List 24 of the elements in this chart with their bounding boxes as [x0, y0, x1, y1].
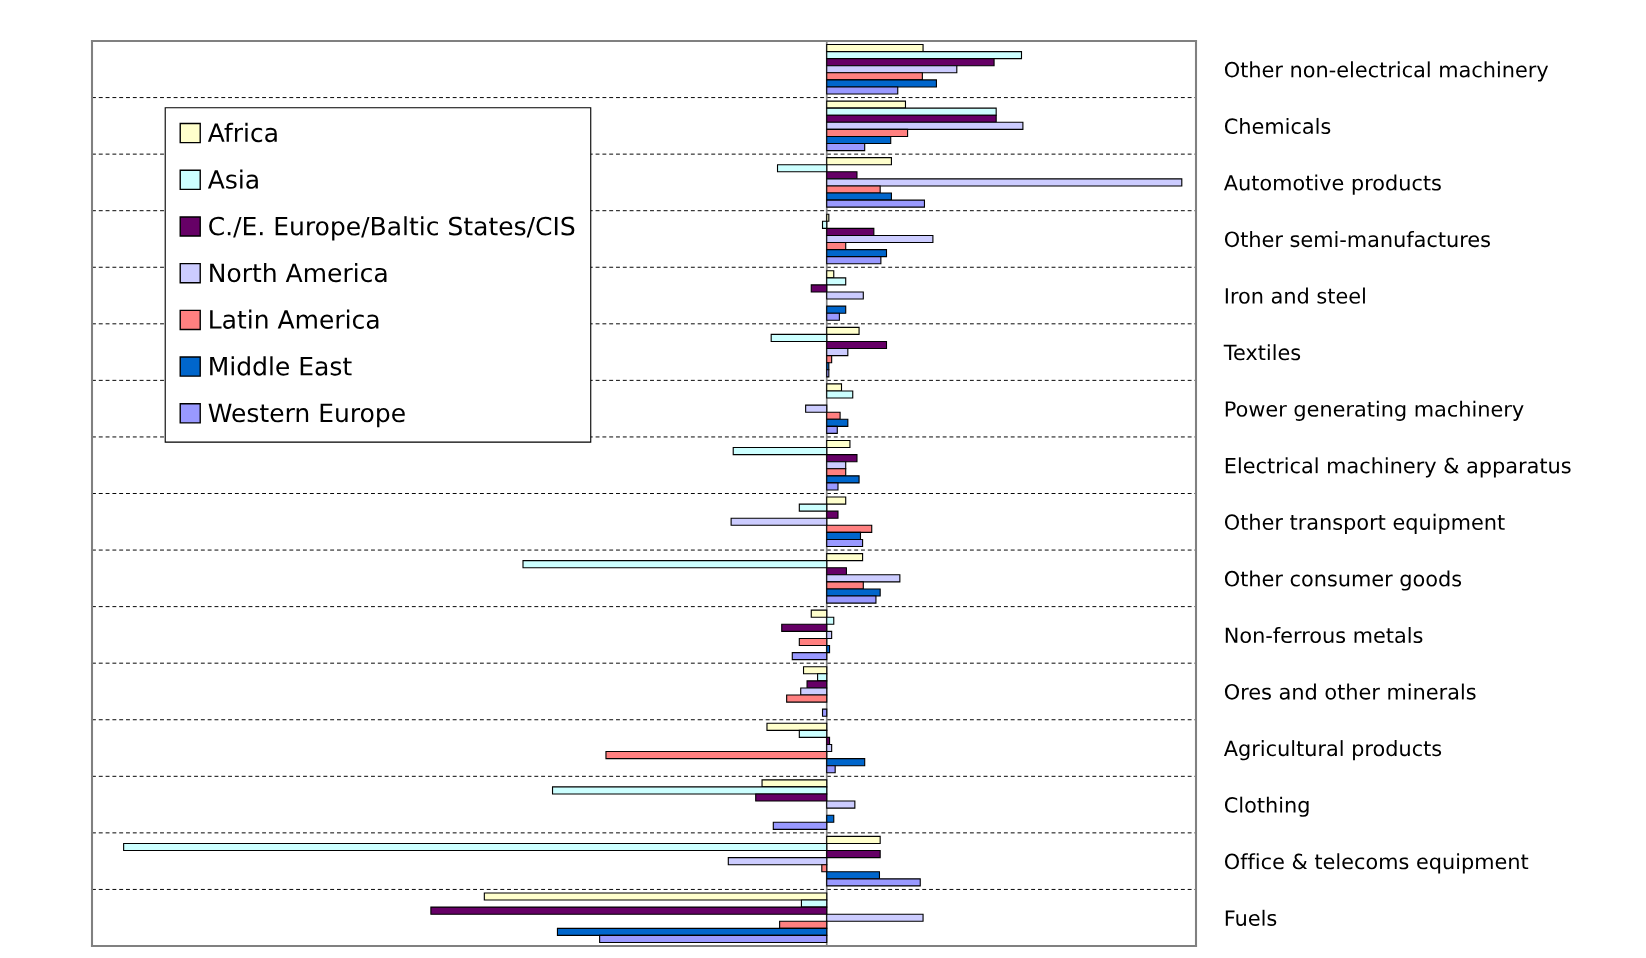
y-tick-label: Fuels [1225, 909, 1277, 926]
legend-label: North America [210, 262, 387, 283]
y-tick-label: Other non-electrical machinery [1224, 61, 1549, 82]
y-tick-label: Power generating machinery [1225, 400, 1524, 421]
y-tick-label: Iron and steel [1225, 287, 1365, 304]
y-tick-label: Office & telecoms equipment [1224, 853, 1529, 874]
y-tick-label: Agricultural products [1223, 740, 1442, 761]
legend-label: Latin America [210, 309, 379, 329]
y-tick-label: Chemicals [1224, 117, 1331, 135]
legend-label: Africa [207, 122, 277, 143]
legend-label: Middle East [210, 356, 352, 376]
y-tick-label: Other transport equipment [1224, 513, 1505, 535]
y-tick-label: Other semi-manufactures [1224, 231, 1490, 248]
y-tick-label: Non-ferrous metals [1225, 626, 1423, 644]
y-tick-label: Textiles [1223, 344, 1301, 361]
y-tick-label: Ores and other minerals [1224, 683, 1476, 700]
y-tick-label: Automotive products [1223, 174, 1441, 195]
legend-label: Asia [207, 169, 258, 189]
legend-label: Western Europe [208, 403, 405, 428]
legend-label: C./E. Europe/Baltic States/CIS [209, 216, 575, 241]
y-tick-label: Clothing [1224, 796, 1309, 817]
y-tick-label: Electrical machinery & apparatus [1225, 457, 1571, 478]
y-tick-label: Other consumer goods [1224, 570, 1462, 591]
bar [821, 708, 828, 717]
